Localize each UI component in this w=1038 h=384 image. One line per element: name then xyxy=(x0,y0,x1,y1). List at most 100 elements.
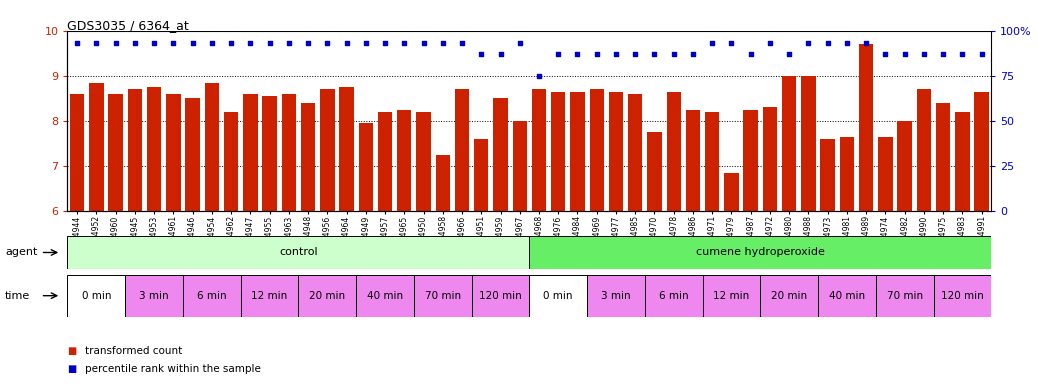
Text: transformed count: transformed count xyxy=(85,346,183,356)
Bar xyxy=(898,121,912,211)
Point xyxy=(704,40,720,46)
Point xyxy=(435,40,452,46)
Bar xyxy=(705,112,719,211)
Bar xyxy=(183,275,241,317)
Bar xyxy=(645,275,703,317)
Bar xyxy=(166,94,181,211)
Point xyxy=(857,40,874,46)
Bar xyxy=(241,275,299,317)
Bar xyxy=(224,112,239,211)
Bar xyxy=(339,87,354,211)
Point xyxy=(223,40,240,46)
Bar xyxy=(414,275,471,317)
Point xyxy=(877,51,894,57)
Point xyxy=(262,40,278,46)
Point xyxy=(512,40,528,46)
Point xyxy=(800,40,817,46)
Text: control: control xyxy=(279,247,318,258)
Bar xyxy=(513,121,527,211)
Bar xyxy=(743,110,758,211)
Bar xyxy=(281,94,296,211)
Bar xyxy=(876,275,933,317)
Bar xyxy=(474,139,489,211)
Bar xyxy=(108,94,122,211)
Bar xyxy=(570,92,584,211)
Point xyxy=(916,51,932,57)
Text: ■: ■ xyxy=(67,364,77,374)
Bar xyxy=(186,98,199,211)
Bar xyxy=(818,275,876,317)
Text: 3 min: 3 min xyxy=(601,291,631,301)
Bar xyxy=(725,173,739,211)
Bar xyxy=(590,89,604,211)
Point xyxy=(897,51,913,57)
Point xyxy=(589,51,605,57)
Point xyxy=(88,40,105,46)
Bar xyxy=(975,92,989,211)
Bar xyxy=(70,94,84,211)
Bar xyxy=(529,236,991,269)
Text: 0 min: 0 min xyxy=(82,291,111,301)
Point xyxy=(819,40,836,46)
Point xyxy=(242,40,258,46)
Text: 20 min: 20 min xyxy=(309,291,346,301)
Point xyxy=(69,40,85,46)
Point xyxy=(280,40,297,46)
Bar xyxy=(859,44,873,211)
Bar xyxy=(686,110,701,211)
Bar xyxy=(529,275,588,317)
Bar xyxy=(840,137,854,211)
Text: 3 min: 3 min xyxy=(139,291,169,301)
Point xyxy=(338,40,355,46)
Bar xyxy=(763,108,777,211)
Point xyxy=(357,40,374,46)
Point xyxy=(454,40,470,46)
Text: 20 min: 20 min xyxy=(771,291,808,301)
Bar xyxy=(436,155,450,211)
Point xyxy=(473,51,490,57)
Point xyxy=(954,51,971,57)
Point xyxy=(319,40,335,46)
Bar xyxy=(89,83,104,211)
Point xyxy=(550,51,567,57)
Bar xyxy=(128,89,142,211)
Text: 12 min: 12 min xyxy=(251,291,288,301)
Bar xyxy=(378,112,392,211)
Bar xyxy=(301,103,316,211)
Point xyxy=(127,40,143,46)
Point xyxy=(530,73,547,79)
Bar xyxy=(801,76,816,211)
Bar xyxy=(320,89,334,211)
Bar xyxy=(126,275,183,317)
Bar xyxy=(955,112,969,211)
Bar xyxy=(493,98,508,211)
Point xyxy=(300,40,317,46)
Bar xyxy=(588,275,645,317)
Text: 70 min: 70 min xyxy=(886,291,923,301)
Point xyxy=(185,40,201,46)
Point xyxy=(569,51,585,57)
Text: percentile rank within the sample: percentile rank within the sample xyxy=(85,364,261,374)
Point xyxy=(685,51,702,57)
Bar xyxy=(917,89,931,211)
Text: 6 min: 6 min xyxy=(659,291,688,301)
Text: agent: agent xyxy=(5,247,37,258)
Bar xyxy=(820,139,835,211)
Point xyxy=(377,40,393,46)
Point xyxy=(415,40,432,46)
Bar xyxy=(356,275,414,317)
Text: GDS3035 / 6364_at: GDS3035 / 6364_at xyxy=(67,19,189,32)
Bar xyxy=(416,112,431,211)
Bar xyxy=(263,96,277,211)
Point xyxy=(607,51,624,57)
Bar xyxy=(531,89,546,211)
Point xyxy=(145,40,162,46)
Point xyxy=(395,40,412,46)
Point xyxy=(723,40,740,46)
Point xyxy=(974,51,990,57)
Bar xyxy=(204,83,219,211)
Text: 0 min: 0 min xyxy=(544,291,573,301)
Bar xyxy=(628,94,643,211)
Bar xyxy=(608,92,623,211)
Bar xyxy=(67,236,529,269)
